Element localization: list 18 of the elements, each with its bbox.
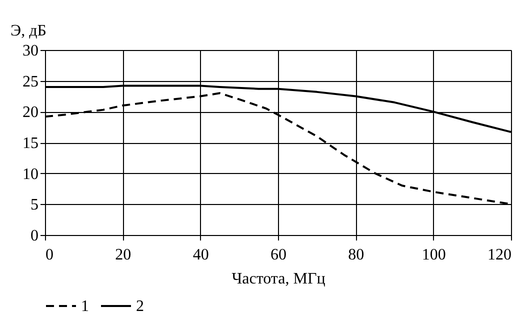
y-tick-label: 30 bbox=[22, 42, 38, 60]
x-tick-label: 80 bbox=[348, 246, 364, 264]
y-tick-label: 25 bbox=[22, 73, 38, 90]
y-tick-label: 15 bbox=[22, 135, 38, 152]
x-tick-label: 60 bbox=[270, 246, 286, 264]
x-tick-label: 0 bbox=[46, 246, 54, 264]
legend-label: 1 bbox=[81, 298, 89, 315]
legend-label: 2 bbox=[136, 298, 144, 315]
x-tick-label: 100 bbox=[422, 246, 446, 264]
x-tick-label: 40 bbox=[192, 246, 209, 264]
y-axis-title: Э, дБ bbox=[10, 22, 46, 40]
y-tick-label: 5 bbox=[30, 196, 38, 214]
x-tick-label: 120 bbox=[488, 246, 512, 264]
x-axis-title: Частота, МГц bbox=[232, 270, 326, 288]
y-tick-label: 0 bbox=[30, 228, 38, 244]
y-tick-label: 10 bbox=[22, 166, 38, 183]
y-tick-label: 20 bbox=[22, 104, 38, 122]
x-tick-label: 20 bbox=[115, 246, 132, 264]
